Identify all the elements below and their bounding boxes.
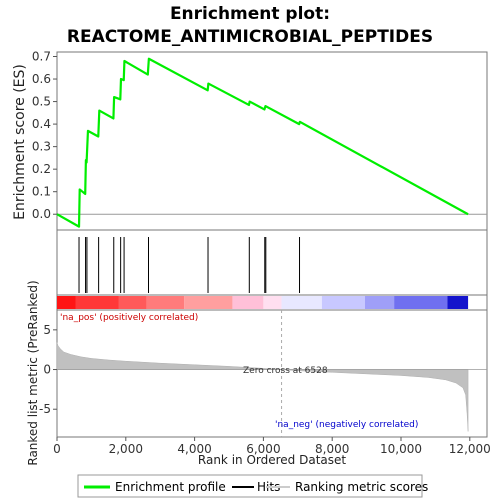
enrichment-profile-line	[56, 57, 469, 228]
colorbar-segment	[321, 296, 365, 309]
es-y-tick-label: 0.6	[32, 72, 51, 86]
es-panel-frame	[56, 51, 488, 231]
es-y-tick-label: 0.4	[32, 117, 51, 131]
es-y-tick-label: 0.5	[32, 95, 51, 109]
x-tick-label: 0	[53, 442, 61, 456]
colorbar-segment	[75, 296, 119, 309]
colorbar-segment	[447, 296, 469, 309]
colorbar-segment	[57, 296, 76, 309]
hits-panel-frame	[56, 229, 488, 296]
x-tick-label: 4,000	[177, 442, 211, 456]
colorbar-segment	[364, 296, 395, 309]
es-y-tick-label: 0.7	[32, 50, 51, 64]
pos-correlated-label: 'na_pos' (positively correlated)	[60, 313, 198, 323]
es-y-tick-label: 0.3	[32, 140, 51, 154]
colorbar-segment	[232, 296, 264, 309]
metric-y-tick-label: -5	[39, 402, 51, 416]
legend-enrichment-label: Enrichment profile	[115, 480, 226, 494]
es-y-tick-label: 0.1	[32, 185, 51, 199]
x-tick-label: 12,000	[449, 442, 491, 456]
colorbar-segment	[281, 296, 322, 309]
x-ticks: 0 2,000 4,000 6,000 8,000 10,000 12,000	[53, 437, 491, 456]
es-y-tick-label: 0.2	[32, 162, 51, 176]
colorbar-group	[57, 296, 469, 309]
neg-correlated-label: 'na_neg' (negatively correlated)	[275, 420, 418, 430]
ranking-metric-group	[56, 310, 487, 437]
chart-title-line1: Enrichment plot:	[170, 4, 330, 24]
es-y-axis-label: Enrichment score (ES)	[12, 64, 28, 220]
hits-group	[78, 237, 301, 293]
enrichment-profile-group	[56, 57, 469, 228]
x-tick-label: 10,000	[380, 442, 422, 456]
es-y-ticks: 0.0 0.1 0.2 0.3 0.4 0.5 0.6 0.7	[32, 50, 57, 221]
metric-y-axis-label: Ranked list metric (PreRanked)	[26, 280, 40, 465]
colorbar-segment	[263, 296, 282, 309]
x-axis-label: Rank in Ordered Dataset	[198, 453, 346, 467]
ranking-metric-area	[56, 342, 469, 432]
legend-metric-label: Ranking metric scores	[295, 480, 428, 494]
colorbar-segment	[394, 296, 448, 309]
colorbar-segment	[146, 296, 185, 309]
metric-y-ticks: -5 0 5	[39, 323, 57, 416]
metric-y-tick-label: 0	[43, 363, 51, 377]
zero-cross-label: Zero cross at 6528	[243, 366, 328, 376]
chart-title-line2: REACTOME_ANTIMICROBIAL_PEPTIDES	[67, 27, 433, 47]
colorbar-segment	[118, 296, 147, 309]
x-tick-label: 2,000	[109, 442, 143, 456]
metric-y-tick-label: 5	[43, 323, 51, 337]
es-y-tick-label: 0.0	[32, 207, 51, 221]
x-tick-label: 6,000	[246, 442, 280, 456]
colorbar-segment	[184, 296, 233, 309]
x-tick-label: 8,000	[315, 442, 349, 456]
